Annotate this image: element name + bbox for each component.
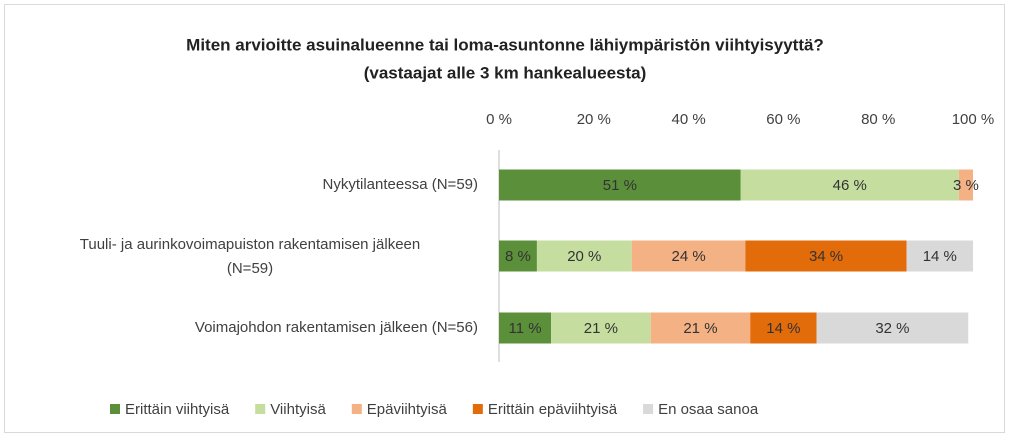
- bar-segment: [499, 312, 552, 344]
- bar-segment: [551, 312, 651, 344]
- legend-label: Erittäin epäviihtyisä: [488, 401, 618, 418]
- chart-title: Miten arvioitte asuinalueenne tai loma-a…: [186, 35, 824, 54]
- x-tick-label: 100 %: [952, 111, 995, 128]
- chart-frame: [4, 4, 1005, 433]
- data-label: 46 %: [833, 177, 867, 194]
- bar-segment: [650, 312, 751, 344]
- bar-segment: [750, 312, 817, 344]
- legend-label: En osaa sanoa: [658, 401, 759, 418]
- legend-swatch: [351, 404, 362, 414]
- x-tick-label: 0 %: [486, 111, 512, 128]
- data-label: 14 %: [923, 248, 957, 265]
- x-tick-label: 80 %: [861, 111, 895, 128]
- legend-swatch: [255, 404, 266, 414]
- y-tick-label: Tuuli- ja aurinkovoimapuiston rakentamis…: [80, 236, 420, 277]
- legend-swatch: [110, 404, 120, 414]
- bar-segment: [499, 169, 741, 201]
- y-tick-label: Nykytilanteessa (N=59): [323, 176, 478, 193]
- bar-segment: [631, 240, 746, 272]
- data-label: 20 %: [567, 248, 601, 265]
- data-label: 32 %: [875, 320, 909, 337]
- y-tick-label: Voimajohdon rakentamisen jälkeen (N=56): [195, 319, 478, 336]
- data-label: 14 %: [766, 320, 800, 337]
- legend-label: Viihtyisä: [270, 401, 326, 418]
- x-tick-label: 20 %: [577, 111, 611, 128]
- data-label: 11 %: [509, 320, 542, 337]
- legend-swatch: [643, 404, 654, 414]
- legend-label: Erittäin viihtyisä: [125, 401, 230, 418]
- bar-segment: [906, 240, 973, 272]
- data-label: 21 %: [683, 320, 717, 337]
- data-label: 8 %: [505, 248, 531, 265]
- bar-segment: [499, 240, 537, 272]
- data-label: 3 %: [953, 177, 979, 194]
- legend-label: Epäviihtyisä: [367, 401, 448, 418]
- data-label: 21 %: [584, 320, 618, 337]
- x-tick-label: 40 %: [671, 111, 705, 128]
- data-label: 51 %: [603, 177, 637, 194]
- chart-subtitle: (vastaajat alle 3 km hankealueesta): [364, 63, 647, 82]
- bar-segment: [536, 240, 632, 272]
- bar-segment: [958, 169, 973, 201]
- data-label: 34 %: [809, 248, 843, 265]
- bar-segment: [745, 240, 907, 272]
- bar-segment: [816, 312, 969, 344]
- bar-segment: [740, 169, 959, 201]
- x-tick-label: 60 %: [766, 111, 800, 128]
- legend-swatch: [472, 404, 483, 414]
- data-label: 24 %: [671, 248, 705, 265]
